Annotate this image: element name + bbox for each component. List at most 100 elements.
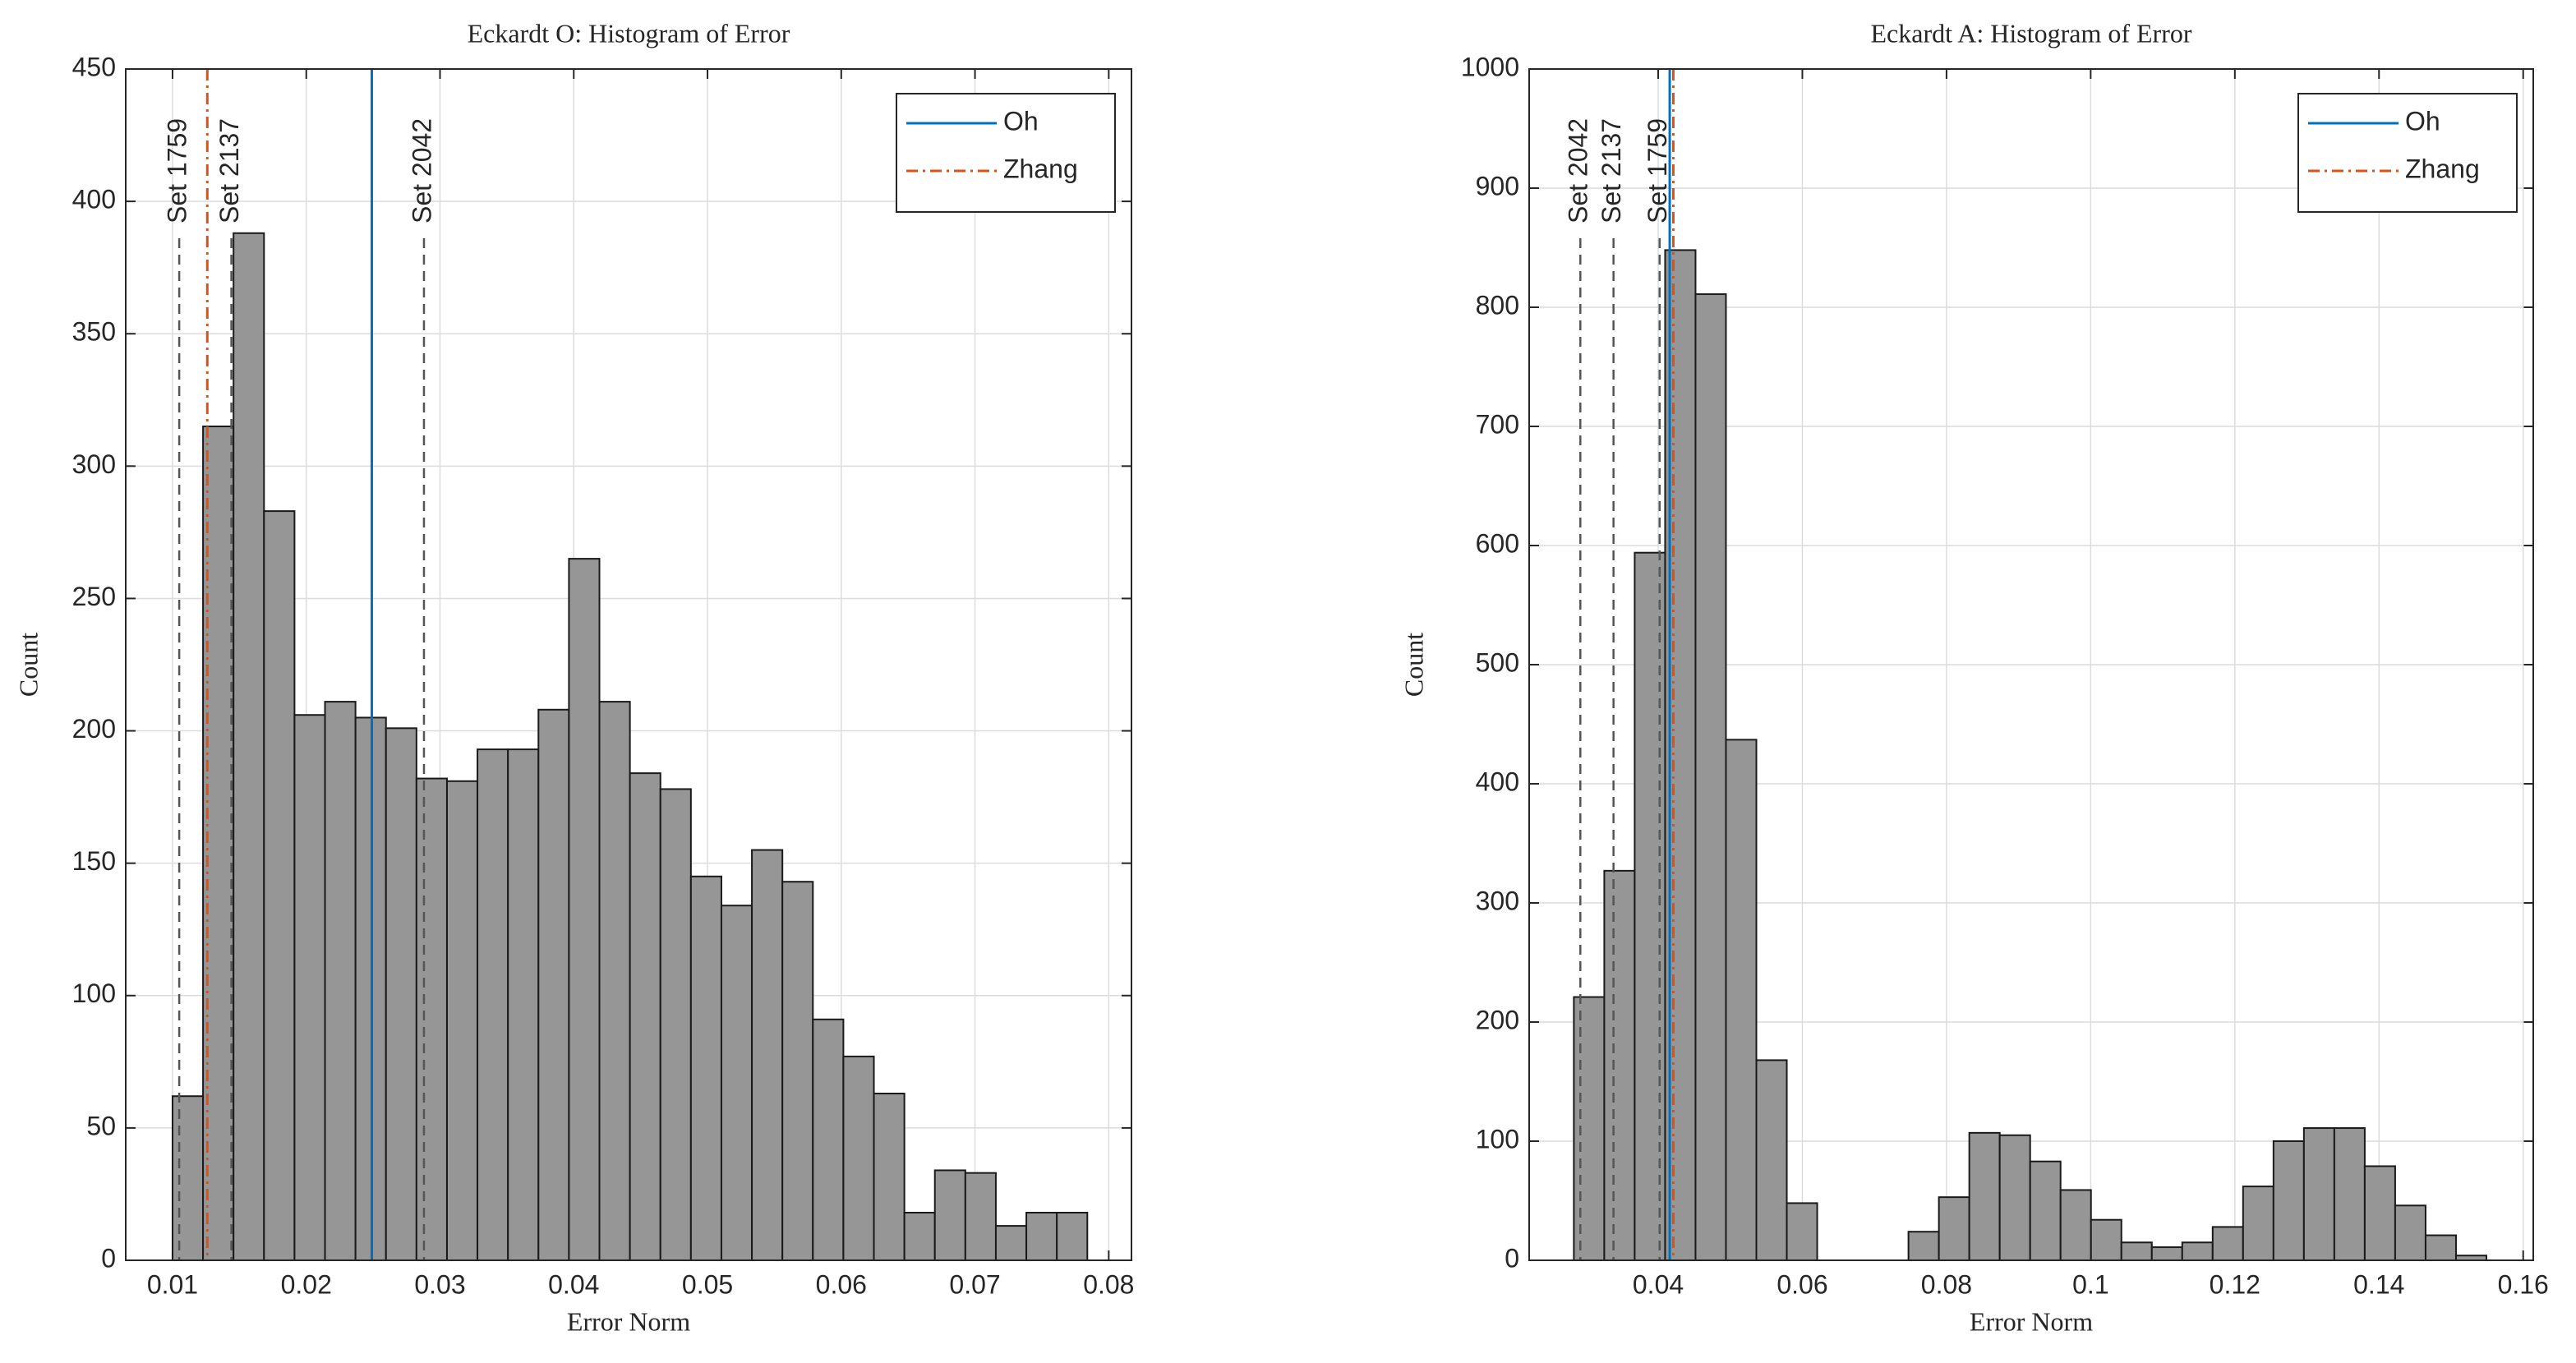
x-tick-label: 0.07 [949,1269,1000,1299]
bar [689,875,722,1262]
x-tick-label: 0.1 [2072,1269,2108,1299]
x-tick-label: 0.14 [2353,1269,2404,1299]
bar [171,1095,205,1261]
annotation-label: Set 2137 [214,118,244,223]
axes: 0 100 200 300 400 500 600 700 800 900 1000 0.04 0.06… [1399,18,2549,1336]
bar [629,772,661,1261]
y-tick-label: 200 [72,714,116,744]
y-tick-label: 700 [1476,409,1519,439]
legend: Oh Zhang [896,93,1116,213]
bar [385,727,417,1261]
y-tick-label: 1000 [1461,52,1519,81]
x-tick-label: 0.08 [1083,1269,1134,1299]
bar [2272,1140,2305,1261]
y-axis-label: Count [13,633,43,697]
bar [1968,1131,2001,1261]
y-tick-label: 900 [1476,171,1519,200]
y-tick-label: 0 [101,1243,116,1273]
bar [2363,1165,2396,1261]
bar [659,788,692,1261]
y-tick-label: 150 [72,846,116,876]
x-tick-label: 0.03 [414,1269,465,1299]
bar [933,1169,966,1262]
annotation-label: Set 2042 [407,118,436,223]
y-tick-label: 0 [1505,1243,1519,1273]
y-tick-label: 500 [1476,647,1519,677]
bar [812,1018,845,1262]
bar [1025,1212,1058,1261]
bar [2029,1160,2062,1262]
bar [507,748,540,1261]
bar [2302,1127,2335,1262]
y-tick-label: 300 [1476,886,1519,915]
bar [994,1225,1028,1261]
x-tick-label: 0.05 [682,1269,733,1299]
x-tick-label: 0.12 [2210,1269,2260,1299]
bar [1938,1196,1970,1262]
bar [1998,1134,2031,1261]
axes-box [125,68,1132,1261]
bar [842,1055,875,1262]
x-tick-label: 0.06 [816,1269,867,1299]
bar [233,232,265,1261]
x-tick-label: 0.06 [1776,1269,1827,1299]
chart-title: Eckardt O: Histogram of Error [468,18,790,48]
x-tick-label: 0.02 [281,1269,332,1299]
annotation-label: Set 1759 [1643,118,1672,223]
bar [263,510,296,1261]
bar [964,1172,997,1261]
bar [2181,1241,2214,1261]
bar [1786,1202,1818,1262]
y-tick-label: 250 [72,582,116,611]
bar [568,558,601,1261]
x-tick-label: 0.04 [548,1269,599,1299]
legend-box [2297,93,2518,213]
legend-label: Zhang [1003,154,1078,183]
bar [1725,739,1758,1261]
y-tick-label: 50 [86,1111,116,1140]
y-tick-label: 800 [1476,290,1519,320]
bar [202,426,235,1261]
y-tick-label: 200 [1476,1005,1519,1034]
y-tick-label: 300 [72,449,116,479]
bar [1056,1212,1089,1261]
bar [477,748,509,1261]
bar [720,905,753,1261]
bar [751,849,784,1261]
y-tick-label: 450 [72,52,116,81]
bar [2120,1241,2153,1261]
y-tick-label: 600 [1476,528,1519,558]
y-tick-label: 100 [1476,1124,1519,1153]
y-tick-label: 350 [72,317,116,347]
bar [2090,1218,2122,1261]
annotation-label: Set 2042 [1564,118,1593,223]
legend-label: Zhang [2405,154,2480,183]
bar [2242,1186,2274,1261]
bar [2059,1189,2092,1261]
y-tick-label: 100 [72,979,116,1008]
bar [537,708,570,1261]
x-tick-label: 0.16 [2498,1269,2549,1299]
bar [2424,1234,2457,1262]
bar [2333,1127,2366,1262]
bar [2211,1226,2244,1262]
bar [1603,869,1636,1261]
x-axis-label: Error Norm [567,1306,690,1336]
legend-label: Oh [2405,106,2440,136]
bar [598,701,631,1261]
x-tick-label: 0.04 [1633,1269,1684,1299]
bar [1694,293,1727,1261]
bar [1907,1231,1940,1261]
x-tick-label: 0.01 [147,1269,198,1299]
bar [2150,1246,2183,1262]
annotation-label: Set 1759 [163,118,192,223]
bar [293,714,326,1261]
bar [903,1212,936,1261]
x-tick-label: 0.08 [1921,1269,1972,1299]
x-axis-label: Error Norm [1970,1306,2093,1336]
legend: Oh Zhang [2297,93,2518,213]
bar [781,881,814,1261]
chart-title: Eckardt A: Histogram of Error [1871,18,2192,48]
